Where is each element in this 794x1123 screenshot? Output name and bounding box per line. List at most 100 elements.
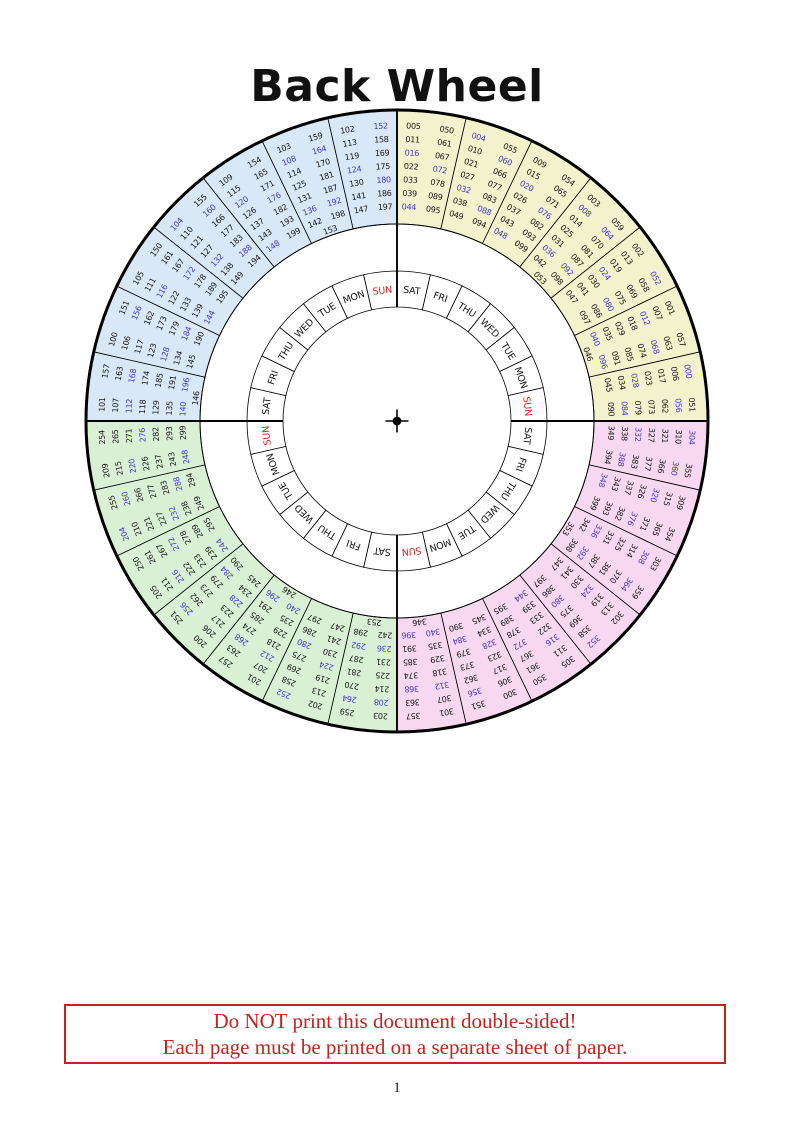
year-number: 091 [610, 350, 623, 366]
year-number: 363 [405, 697, 420, 707]
weekday-label: FRI [345, 537, 362, 552]
year-number: 321 [660, 428, 670, 443]
year-number: 159 [307, 131, 323, 144]
year-number: 327 [646, 428, 656, 443]
year-number: 255 [107, 494, 120, 510]
year-number: 006 [669, 366, 680, 382]
year-number: 004 [470, 131, 486, 144]
year-number: 074 [635, 342, 648, 358]
year-number: 157 [100, 363, 111, 379]
year-number: 175 [375, 162, 390, 172]
year-number: 343 [609, 476, 622, 492]
year-number: 100 [107, 331, 120, 347]
year-number: 281 [346, 666, 362, 677]
year-number: 062 [660, 399, 670, 414]
year-number: 320 [648, 487, 661, 503]
year-number: 385 [403, 657, 418, 667]
year-number: 266 [133, 487, 146, 503]
year-number: 124 [346, 164, 362, 175]
year-number: 051 [687, 397, 697, 412]
year-number: 073 [646, 399, 656, 414]
year-number: 243 [167, 451, 178, 467]
weekday-label: SUN [261, 425, 274, 446]
year-number: 164 [311, 144, 327, 157]
year-number: 057 [674, 331, 687, 347]
weekday-label: SUN [401, 544, 422, 557]
year-number: 010 [467, 144, 483, 157]
year-number: 186 [377, 189, 392, 199]
year-number: 209 [100, 463, 111, 479]
year-number: 168 [127, 368, 138, 384]
year-number: 203 [373, 711, 388, 721]
year-number: 208 [374, 697, 389, 707]
weekday-label: SAT [373, 544, 392, 557]
year-number: 304 [687, 430, 697, 445]
warning-line-2: Each page must be printed on a separate … [162, 1035, 628, 1059]
year-number: 282 [151, 427, 161, 442]
year-number: 158 [374, 135, 389, 145]
year-number: 248 [180, 449, 191, 465]
year-number: 294 [185, 472, 198, 488]
year-number: 011 [405, 135, 420, 145]
weekday-label: SUN [520, 396, 533, 417]
year-number: 039 [402, 189, 417, 199]
year-number: 346 [412, 617, 427, 628]
year-number: 292 [351, 640, 367, 651]
year-number: 368 [404, 684, 419, 694]
year-number: 117 [133, 339, 146, 355]
year-number: 198 [330, 209, 346, 222]
year-number: 332 [633, 427, 643, 442]
year-number: 023 [642, 370, 653, 386]
year-number: 192 [326, 196, 342, 209]
number-ring-inner-edge [199, 223, 595, 619]
year-number: 384 [452, 634, 468, 647]
year-number: 128 [159, 346, 172, 362]
year-number: 349 [606, 425, 616, 440]
year-number: 170 [315, 157, 331, 170]
weekday-label: FRI [513, 456, 528, 473]
year-number: 079 [633, 400, 643, 415]
year-number: 231 [376, 657, 391, 667]
weekday-label: SAT [520, 426, 533, 445]
year-number: 318 [432, 666, 448, 677]
warning-box: Do NOT print this document double-sided!… [64, 1004, 726, 1064]
year-number: 028 [629, 373, 640, 389]
year-number: 226 [140, 456, 151, 472]
year-number: 236 [377, 643, 392, 653]
year-number: 147 [353, 204, 369, 215]
year-number: 326 [635, 483, 648, 499]
year-number: 090 [606, 402, 616, 417]
year-number: 388 [616, 451, 627, 467]
year-number: 050 [439, 124, 455, 135]
year-number: 134 [172, 350, 185, 366]
year-number: 220 [127, 458, 138, 474]
year-number: 215 [114, 460, 125, 476]
year-number: 315 [661, 491, 674, 507]
year-number: 106 [120, 335, 133, 351]
year-number: 312 [434, 680, 450, 691]
year-number: 301 [439, 706, 455, 717]
year-number: 374 [403, 670, 418, 680]
year-number: 191 [167, 375, 178, 391]
year-number: 197 [378, 202, 393, 212]
warning-line-1: Do NOT print this document double-sided! [213, 1009, 577, 1033]
year-number: 299 [178, 425, 188, 440]
year-number: 288 [172, 476, 185, 492]
year-number: 180 [376, 175, 391, 185]
year-number: 140 [178, 401, 188, 416]
year-number: 113 [342, 138, 358, 149]
year-number: 377 [642, 456, 653, 472]
year-number: 017 [656, 368, 667, 384]
year-number: 135 [165, 401, 175, 416]
year-number: 373 [459, 659, 475, 672]
back-wheel-diagram: 005 011 016 022 033 039 044 050 061 067 072 078 089 0… [84, 108, 710, 734]
year-number: 034 [616, 375, 627, 391]
year-number: 351 [470, 698, 486, 711]
year-number: 044 [401, 202, 416, 212]
year-number: 237 [154, 454, 165, 470]
year-number: 225 [375, 670, 390, 680]
year-number: 337 [622, 479, 635, 495]
page-title: Back Wheel [250, 61, 544, 113]
year-number: 022 [404, 162, 419, 172]
year-number: 196 [180, 377, 191, 393]
